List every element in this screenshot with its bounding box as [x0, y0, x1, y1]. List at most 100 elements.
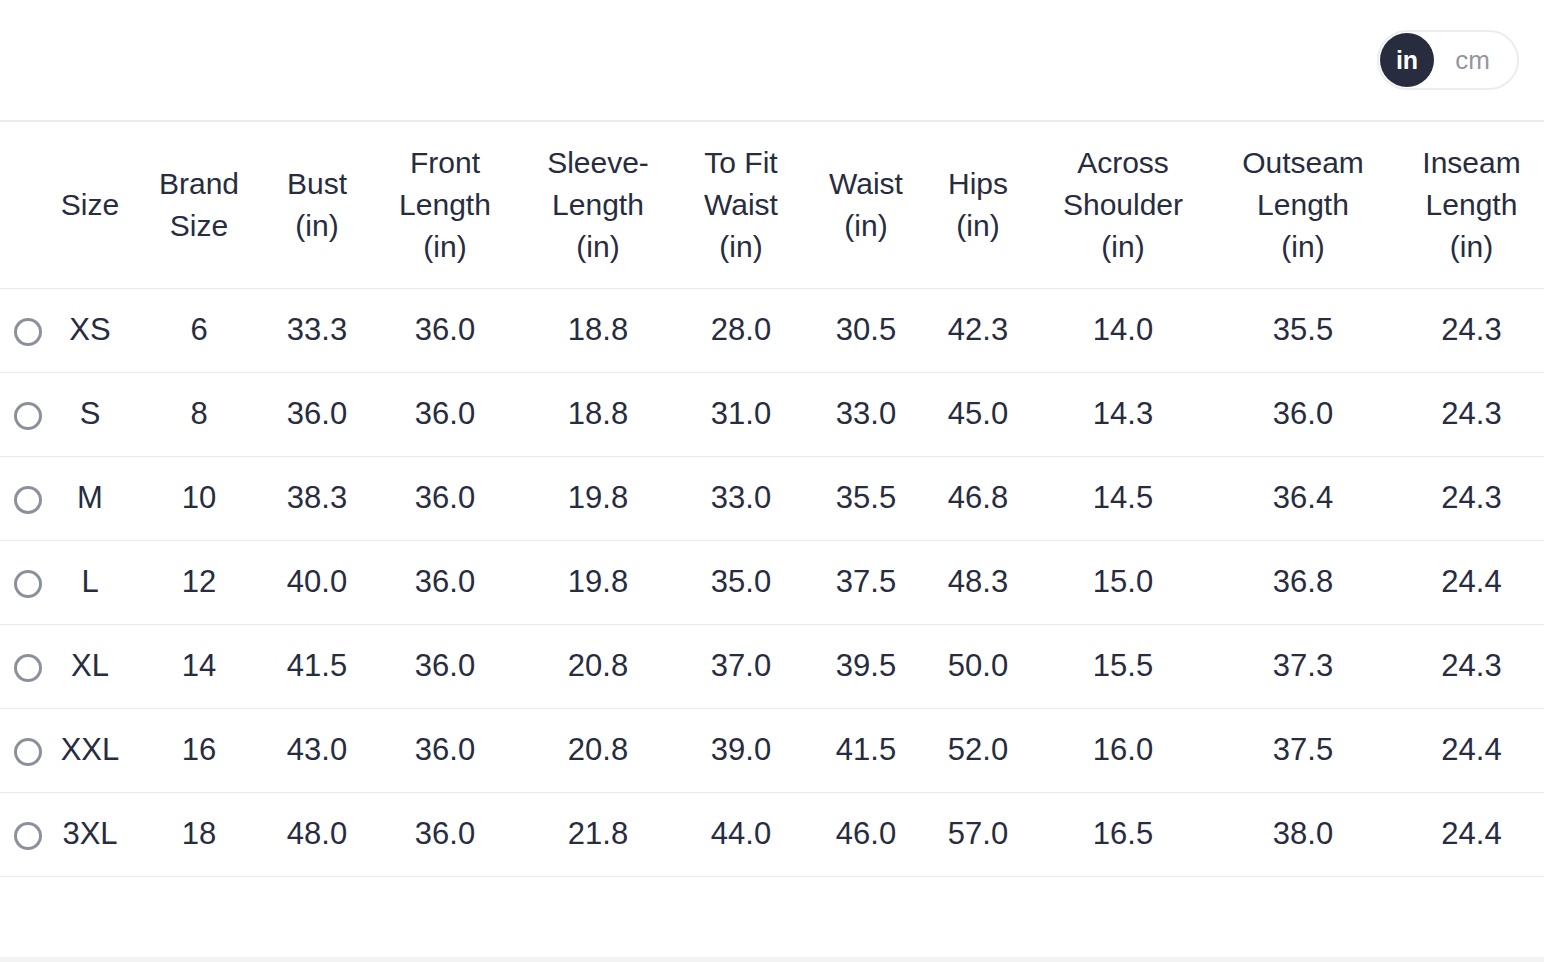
cell-sleeve-length: 18.8 — [529, 372, 667, 456]
cell-to-fit-waist: 37.0 — [667, 624, 815, 708]
cell-outseam-length: 37.3 — [1207, 624, 1399, 708]
column-header-radio-spacer — [0, 122, 55, 288]
size-label: XL — [55, 624, 125, 708]
cell-brand-size: 8 — [125, 372, 273, 456]
size-table-body: XS633.336.018.828.030.542.314.035.524.3S… — [0, 288, 1544, 876]
cell-brand-size: 18 — [125, 792, 273, 876]
column-header-inseam-length: InseamLength(in) — [1399, 122, 1544, 288]
cell-across-shoulder: 14.0 — [1039, 288, 1207, 372]
cell-sleeve-length: 18.8 — [529, 288, 667, 372]
size-radio-cell — [0, 540, 55, 624]
cell-across-shoulder: 14.5 — [1039, 456, 1207, 540]
column-header-brand-size: BrandSize — [125, 122, 273, 288]
cell-waist: 33.0 — [815, 372, 917, 456]
cell-hips: 42.3 — [917, 288, 1039, 372]
unit-option-cm[interactable]: cm — [1434, 45, 1517, 76]
size-radio-3xl[interactable] — [14, 822, 42, 850]
size-label: M — [55, 456, 125, 540]
cell-brand-size: 12 — [125, 540, 273, 624]
cell-sleeve-length: 20.8 — [529, 708, 667, 792]
unit-option-in[interactable]: in — [1380, 33, 1434, 87]
cell-brand-size: 10 — [125, 456, 273, 540]
size-radio-s[interactable] — [14, 402, 42, 430]
cell-to-fit-waist: 33.0 — [667, 456, 815, 540]
size-radio-cell — [0, 456, 55, 540]
bottom-section-divider — [0, 957, 1544, 962]
cell-hips: 48.3 — [917, 540, 1039, 624]
size-radio-cell — [0, 708, 55, 792]
size-table: SizeBrandSizeBust(in)FrontLength(in)Slee… — [0, 122, 1544, 877]
cell-to-fit-waist: 31.0 — [667, 372, 815, 456]
cell-front-length: 36.0 — [361, 540, 529, 624]
cell-to-fit-waist: 44.0 — [667, 792, 815, 876]
cell-inseam-length: 24.3 — [1399, 288, 1544, 372]
cell-outseam-length: 35.5 — [1207, 288, 1399, 372]
cell-front-length: 36.0 — [361, 792, 529, 876]
cell-bust: 41.5 — [273, 624, 361, 708]
cell-inseam-length: 24.3 — [1399, 372, 1544, 456]
cell-across-shoulder: 16.0 — [1039, 708, 1207, 792]
column-header-front-length: FrontLength(in) — [361, 122, 529, 288]
size-label: L — [55, 540, 125, 624]
size-row-s: S836.036.018.831.033.045.014.336.024.3 — [0, 372, 1544, 456]
cell-outseam-length: 36.4 — [1207, 456, 1399, 540]
cell-bust: 36.0 — [273, 372, 361, 456]
cell-inseam-length: 24.3 — [1399, 456, 1544, 540]
cell-inseam-length: 24.3 — [1399, 624, 1544, 708]
cell-brand-size: 6 — [125, 288, 273, 372]
cell-hips: 50.0 — [917, 624, 1039, 708]
cell-inseam-length: 24.4 — [1399, 708, 1544, 792]
size-radio-cell — [0, 792, 55, 876]
column-header-across-shoulder: AcrossShoulder(in) — [1039, 122, 1207, 288]
column-header-to-fit-waist: To FitWaist(in) — [667, 122, 815, 288]
cell-front-length: 36.0 — [361, 456, 529, 540]
cell-waist: 41.5 — [815, 708, 917, 792]
cell-hips: 45.0 — [917, 372, 1039, 456]
cell-bust: 33.3 — [273, 288, 361, 372]
cell-outseam-length: 36.8 — [1207, 540, 1399, 624]
cell-brand-size: 14 — [125, 624, 273, 708]
cell-to-fit-waist: 28.0 — [667, 288, 815, 372]
cell-sleeve-length: 20.8 — [529, 624, 667, 708]
cell-front-length: 36.0 — [361, 708, 529, 792]
topbar: in cm — [0, 0, 1544, 122]
cell-waist: 37.5 — [815, 540, 917, 624]
cell-bust: 43.0 — [273, 708, 361, 792]
cell-sleeve-length: 19.8 — [529, 540, 667, 624]
cell-waist: 35.5 — [815, 456, 917, 540]
size-radio-xl[interactable] — [14, 654, 42, 682]
column-header-hips: Hips(in) — [917, 122, 1039, 288]
cell-front-length: 36.0 — [361, 288, 529, 372]
size-radio-xxl[interactable] — [14, 738, 42, 766]
column-header-sleeve-length: Sleeve-Length(in) — [529, 122, 667, 288]
cell-to-fit-waist: 35.0 — [667, 540, 815, 624]
size-radio-cell — [0, 288, 55, 372]
cell-hips: 46.8 — [917, 456, 1039, 540]
cell-hips: 57.0 — [917, 792, 1039, 876]
cell-brand-size: 16 — [125, 708, 273, 792]
cell-across-shoulder: 16.5 — [1039, 792, 1207, 876]
cell-across-shoulder: 15.5 — [1039, 624, 1207, 708]
unit-toggle[interactable]: in cm — [1377, 30, 1519, 90]
cell-waist: 30.5 — [815, 288, 917, 372]
cell-waist: 46.0 — [815, 792, 917, 876]
size-row-3xl: 3XL1848.036.021.844.046.057.016.538.024.… — [0, 792, 1544, 876]
cell-outseam-length: 36.0 — [1207, 372, 1399, 456]
cell-across-shoulder: 14.3 — [1039, 372, 1207, 456]
cell-outseam-length: 37.5 — [1207, 708, 1399, 792]
column-header-size: Size — [55, 122, 125, 288]
column-header-waist: Waist(in) — [815, 122, 917, 288]
size-radio-l[interactable] — [14, 570, 42, 598]
size-label: XS — [55, 288, 125, 372]
size-row-xl: XL1441.536.020.837.039.550.015.537.324.3 — [0, 624, 1544, 708]
size-radio-xs[interactable] — [14, 318, 42, 346]
size-chart-panel: in cm SizeBrandSizeBust(in)FrontLength(i… — [0, 0, 1544, 962]
size-label: 3XL — [55, 792, 125, 876]
size-radio-m[interactable] — [14, 486, 42, 514]
cell-waist: 39.5 — [815, 624, 917, 708]
column-header-outseam-length: OutseamLength(in) — [1207, 122, 1399, 288]
cell-inseam-length: 24.4 — [1399, 792, 1544, 876]
size-radio-cell — [0, 624, 55, 708]
header-row: SizeBrandSizeBust(in)FrontLength(in)Slee… — [0, 122, 1544, 288]
size-row-l: L1240.036.019.835.037.548.315.036.824.4 — [0, 540, 1544, 624]
